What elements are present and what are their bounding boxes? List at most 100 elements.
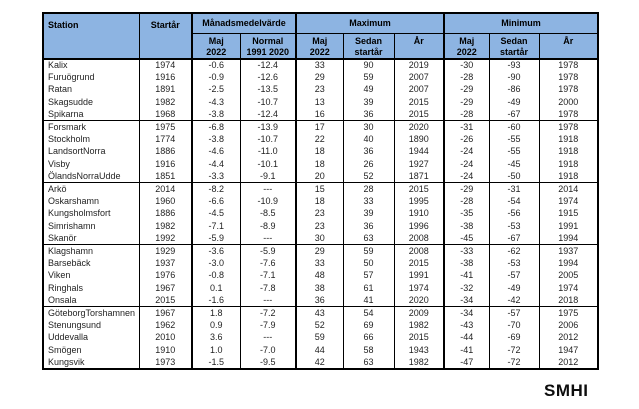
cell-startar: 1967 xyxy=(138,282,193,295)
cell-manadsmedel-normal: -7.1 xyxy=(239,269,297,283)
cell-min-sedan-startar: -55 xyxy=(488,145,540,159)
cell-min-sedan-startar: -57 xyxy=(488,306,540,320)
cell-max-ar: 2007 xyxy=(393,71,445,84)
table-row: Viken 1976 -0.8 -7.1 48 57 1991 -41 -57 2005 xyxy=(42,269,599,283)
cell-max-sedan-startar: 61 xyxy=(342,282,395,295)
cell-max-sedan-startar: 30 xyxy=(342,120,395,134)
cell-min-sedan-startar: -70 xyxy=(488,319,540,332)
cell-min-sedan-startar: -69 xyxy=(488,331,540,344)
cell-station: Ratan xyxy=(42,83,140,97)
cell-max-maj-2022: 23 xyxy=(295,220,344,233)
cell-max-ar: 1871 xyxy=(393,170,445,183)
cell-manadsmedel-normal: -7.8 xyxy=(239,282,297,295)
cell-manadsmedel-maj-2022: -0.8 xyxy=(191,269,241,283)
subheader-line1: Sedan xyxy=(354,35,382,46)
cell-manadsmedel-normal: -10.7 xyxy=(239,96,297,109)
cell-station: Kungsholmsfort xyxy=(42,207,140,221)
cell-startar: 1937 xyxy=(138,257,193,270)
cell-startar: 1851 xyxy=(138,170,193,183)
cell-max-ar: 2020 xyxy=(393,120,445,134)
cell-min-ar: 1991 xyxy=(538,220,599,233)
cell-min-sedan-startar: -57 xyxy=(488,269,540,283)
cell-manadsmedel-normal: -12.4 xyxy=(239,108,297,121)
cell-min-sedan-startar: -90 xyxy=(488,71,540,84)
cell-max-sedan-startar: 90 xyxy=(342,59,395,72)
cell-station: Klagshamn xyxy=(42,244,140,258)
header-row-sub: Maj 2022 Normal 1991 2020 Maj 2022 Sedan sta… xyxy=(43,32,599,60)
cell-min-ar: 2005 xyxy=(538,269,599,283)
cell-min-sedan-startar: -54 xyxy=(488,195,540,208)
cell-min-sedan-startar: -72 xyxy=(488,356,540,369)
cell-max-sedan-startar: 63 xyxy=(342,356,395,369)
cell-startar: 1992 xyxy=(138,232,193,245)
cell-startar: 2015 xyxy=(138,294,193,307)
table-row: Arkö 2014 -8.2 --- 15 28 2015 -29 -31 2014 xyxy=(42,182,599,196)
cell-max-sedan-startar: 36 xyxy=(342,108,395,121)
cell-manadsmedel-maj-2022: -2.5 xyxy=(191,83,241,97)
cell-max-maj-2022: 17 xyxy=(295,120,344,134)
cell-min-maj-2022: -34 xyxy=(443,294,490,307)
cell-min-maj-2022: -24 xyxy=(443,158,490,171)
cell-max-maj-2022: 23 xyxy=(295,207,344,221)
cell-max-ar: 2020 xyxy=(393,294,445,307)
subheader-line2: 2022 xyxy=(309,46,330,57)
cell-manadsmedel-maj-2022: -3.8 xyxy=(191,108,241,121)
cell-min-sedan-startar: -31 xyxy=(488,182,540,196)
table-row: LandsortNorra 1886 -4.6 -11.0 18 36 1944 -24 -55… xyxy=(42,145,599,159)
cell-max-sedan-startar: 59 xyxy=(342,71,395,84)
cell-min-maj-2022: -32 xyxy=(443,282,490,295)
cell-station: Spikarna xyxy=(42,108,140,121)
cell-manadsmedel-maj-2022: 0.1 xyxy=(191,282,241,295)
table-row: Klagshamn 1929 -3.6 -5.9 29 59 2008 -33 -62 1937 xyxy=(42,244,599,258)
cell-manadsmedel-normal: -13.9 xyxy=(239,120,297,134)
table-row: Spikarna 1968 -3.8 -12.4 16 36 2015 -28 -67 1978 xyxy=(42,108,599,121)
col-header-manadsmedelvarde: Månadsmedelvärde xyxy=(191,12,297,34)
table-row: GöteborgTorshamnen 1967 1.8 -7.2 43 54 2009 -34… xyxy=(42,306,599,320)
cell-manadsmedel-normal: -12.6 xyxy=(239,71,297,84)
subheader-line1: Sedan xyxy=(500,35,528,46)
cell-max-maj-2022: 30 xyxy=(295,232,344,245)
cell-max-maj-2022: 59 xyxy=(295,331,344,344)
stations-table-wrap: Station Startår Månadsmedelvärde Maximum… xyxy=(42,12,599,370)
cell-min-sedan-startar: -62 xyxy=(488,244,540,258)
cell-max-ar: 2015 xyxy=(393,96,445,109)
cell-manadsmedel-normal: -7.9 xyxy=(239,319,297,332)
col-subheader-max-sedan-startar: Sedan startår xyxy=(342,32,395,60)
col-subheader-min-maj-2022: Maj 2022 xyxy=(443,32,490,60)
cell-max-ar: 2008 xyxy=(393,232,445,245)
cell-startar: 1975 xyxy=(138,120,193,134)
cell-manadsmedel-normal: --- xyxy=(239,232,297,245)
subheader-line1: År xyxy=(413,35,424,46)
cell-station: Ringhals xyxy=(42,282,140,295)
subheader-line1: År xyxy=(563,35,574,46)
cell-min-maj-2022: -38 xyxy=(443,220,490,233)
cell-manadsmedel-maj-2022: -1.5 xyxy=(191,356,241,369)
cell-min-maj-2022: -47 xyxy=(443,356,490,369)
cell-max-sedan-startar: 58 xyxy=(342,343,395,357)
cell-station: Skagsudde xyxy=(42,96,140,109)
cell-min-ar: 2014 xyxy=(538,182,599,196)
cell-max-maj-2022: 18 xyxy=(295,145,344,159)
col-header-maximum: Maximum xyxy=(295,12,445,34)
cell-manadsmedel-normal: -9.1 xyxy=(239,170,297,183)
stations-table: Station Startår Månadsmedelvärde Maximum… xyxy=(42,12,599,370)
cell-max-sedan-startar: 41 xyxy=(342,294,395,307)
cell-station: LandsortNorra xyxy=(42,145,140,159)
cell-startar: 1973 xyxy=(138,356,193,369)
cell-manadsmedel-normal: -7.2 xyxy=(239,306,297,320)
cell-min-sedan-startar: -86 xyxy=(488,83,540,97)
table-row: Ratan 1891 -2.5 -13.5 23 49 2007 -29 -86 1978 xyxy=(42,83,599,97)
table-row: Onsala 2015 -1.6 --- 36 41 2020 -34 -42 2018 xyxy=(42,294,599,307)
cell-max-maj-2022: 33 xyxy=(295,59,344,72)
cell-max-maj-2022: 18 xyxy=(295,195,344,208)
cell-min-sedan-startar: -60 xyxy=(488,120,540,134)
cell-max-sedan-startar: 40 xyxy=(342,133,395,146)
cell-startar: 1976 xyxy=(138,269,193,283)
cell-station: Stenungsund xyxy=(42,319,140,332)
cell-max-ar: 1890 xyxy=(393,133,445,146)
cell-max-sedan-startar: 26 xyxy=(342,158,395,171)
cell-min-maj-2022: -28 xyxy=(443,195,490,208)
table-row: Furuögrund 1916 -0.9 -12.6 29 59 2007 -28 -90 197… xyxy=(42,71,599,84)
table-row: Uddevalla 2010 3.6 --- 59 66 2015 -44 -69 2012 xyxy=(42,331,599,344)
cell-station: Forsmark xyxy=(42,120,140,134)
